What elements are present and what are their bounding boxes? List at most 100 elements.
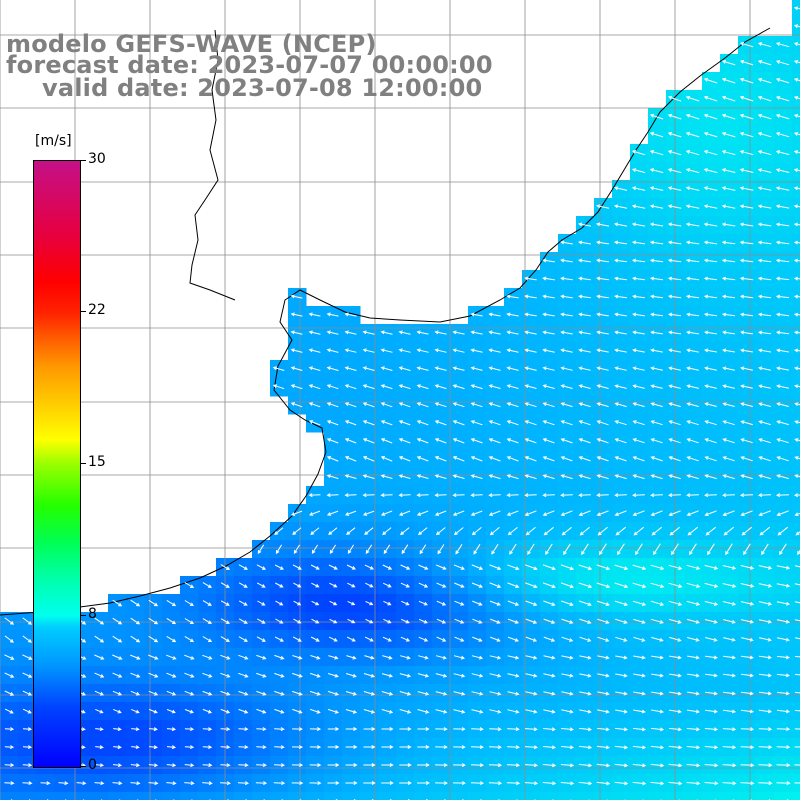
wind-arrow [382,655,393,660]
wind-arrow [326,402,339,408]
wind-arrow [793,276,800,281]
wind-arrow [561,618,574,624]
wind-arrow [596,582,611,589]
colorbar-tick [80,615,86,616]
wind-arrow [489,727,502,732]
wind-arrow [4,745,15,750]
wind-arrow [668,402,681,408]
wind-arrow [669,709,682,714]
wind-arrow [649,186,664,191]
colorbar-label-15: 15 [88,454,106,470]
wind-arrow [506,294,519,299]
wind-arrow [290,366,303,371]
wind-arrow [418,564,429,570]
wind-arrow [703,113,718,120]
wind-arrow [202,781,213,786]
wind-arrow [722,438,735,444]
wind-arrow [757,240,772,245]
wind-arrow [435,673,448,678]
wind-arrow [380,474,393,479]
wind-arrow [488,330,501,335]
wind-arrow [490,618,501,624]
wind-arrow [757,222,772,227]
wind-arrow [703,132,718,138]
wind-arrow [578,510,591,516]
wind-arrow [470,402,483,408]
colorbar-label-22: 22 [88,302,106,318]
wind-arrow [667,131,682,138]
wind-arrow [632,510,645,516]
wind-arrow [274,564,284,570]
wind-speed-cell [792,666,800,685]
wind-arrow [398,438,411,444]
wind-arrow [668,781,683,786]
wind-arrow [364,636,374,642]
wind-arrow [130,599,141,607]
wind-arrow [705,637,718,642]
wind-arrow [633,673,646,678]
wind-arrow [669,673,682,678]
wind-arrow [311,618,320,624]
wind-arrow [775,222,790,227]
wind-arrow [380,384,393,390]
wind-speed-cell [792,684,800,703]
wind-arrow [4,654,15,660]
wind-arrow [4,617,15,625]
wind-arrow [667,294,682,299]
wind-arrow [686,510,699,516]
wind-arrow [757,150,772,156]
wind-arrow [739,240,754,245]
wind-arrow [649,168,664,174]
wind-arrow [686,618,700,624]
wind-arrow [398,493,411,498]
wind-arrow [578,384,591,389]
wind-arrow [22,708,32,714]
wind-speed-cell [792,612,800,631]
wind-arrow [704,384,717,389]
wind-arrow [489,582,502,588]
wind-arrow [184,763,195,768]
wind-arrow [721,222,736,227]
wind-arrow [381,673,394,678]
wind-arrow [166,599,177,607]
wind-arrow [614,745,629,750]
wind-arrow [632,456,645,462]
wind-arrow [650,474,663,480]
wind-arrow [416,330,429,335]
wind-arrow [4,727,15,732]
wind-arrow [400,564,411,570]
wind-arrow [292,636,302,642]
wind-arrow [417,727,430,732]
wind-arrow [703,240,718,245]
wind-arrow [542,456,555,462]
wind-speed-cell [792,18,800,37]
wind-arrow [794,474,800,478]
wind-speed-cell [558,792,577,800]
wind-arrow [776,348,789,353]
wind-arrow [560,276,573,281]
wind-arrow [757,312,772,317]
wind-arrow [722,601,737,606]
wind-arrow [453,745,466,750]
wind-arrow [489,600,501,606]
wind-arrow [452,402,465,408]
wind-arrow [739,168,754,173]
wind-arrow [542,420,555,426]
wind-arrow [560,763,575,768]
wind-arrow [685,186,700,191]
colorbar [33,160,81,768]
wind-arrow [705,655,718,660]
wind-arrow [775,150,790,156]
wind-arrow [166,763,177,768]
wind-arrow [596,312,609,317]
wind-arrow [687,655,700,660]
wind-arrow [578,294,591,299]
wind-arrow [257,600,266,606]
wind-arrow [437,544,445,555]
wind-arrow [202,690,213,696]
wind-arrow [653,543,661,556]
wind-arrow [148,672,159,678]
wind-arrow [471,582,483,588]
wind-arrow [506,330,519,335]
wind-arrow [651,636,664,642]
